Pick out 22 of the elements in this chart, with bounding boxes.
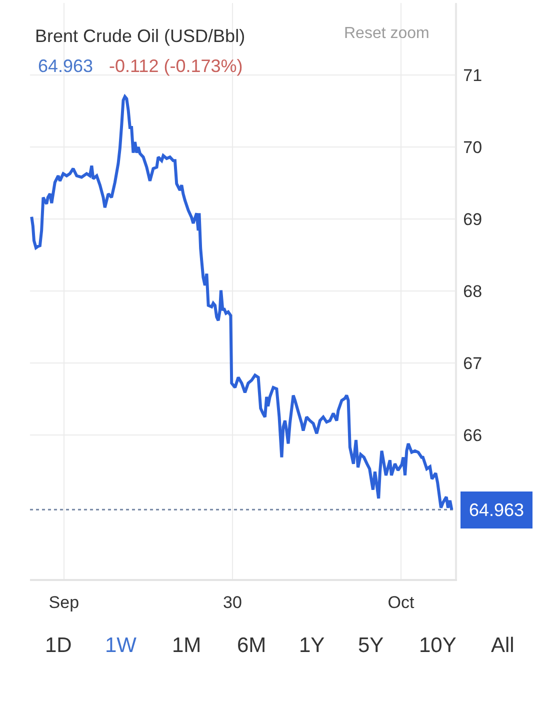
ref-line-label: 64.963: [469, 500, 524, 520]
text: 1M: [172, 634, 202, 657]
y-tick-label: 68: [463, 282, 482, 301]
text: 1W: [105, 634, 137, 657]
text: All: [491, 634, 514, 657]
y-tick-label: 69: [463, 210, 482, 229]
text: 5Y: [358, 634, 384, 657]
x-tick-label: Sep: [48, 593, 80, 612]
y-tick-label: 67: [463, 354, 482, 373]
text: 1Y: [299, 634, 325, 657]
text: Brent Crude Oil (USD/Bbl): [35, 26, 246, 46]
x-tick-label: Oct: [388, 593, 414, 612]
y-tick-label: 71: [463, 66, 482, 85]
text: 10Y: [419, 634, 456, 657]
text: 1D: [45, 634, 72, 657]
x-tick-label: 30: [222, 593, 242, 612]
annotation: -0.112 (-0.173%): [109, 56, 243, 76]
text: 6M: [237, 634, 266, 657]
annotation: Reset zoom: [344, 25, 430, 42]
y-tick-label: 66: [463, 426, 482, 445]
text: 64.963: [38, 56, 94, 76]
y-tick-label: 70: [463, 138, 482, 157]
